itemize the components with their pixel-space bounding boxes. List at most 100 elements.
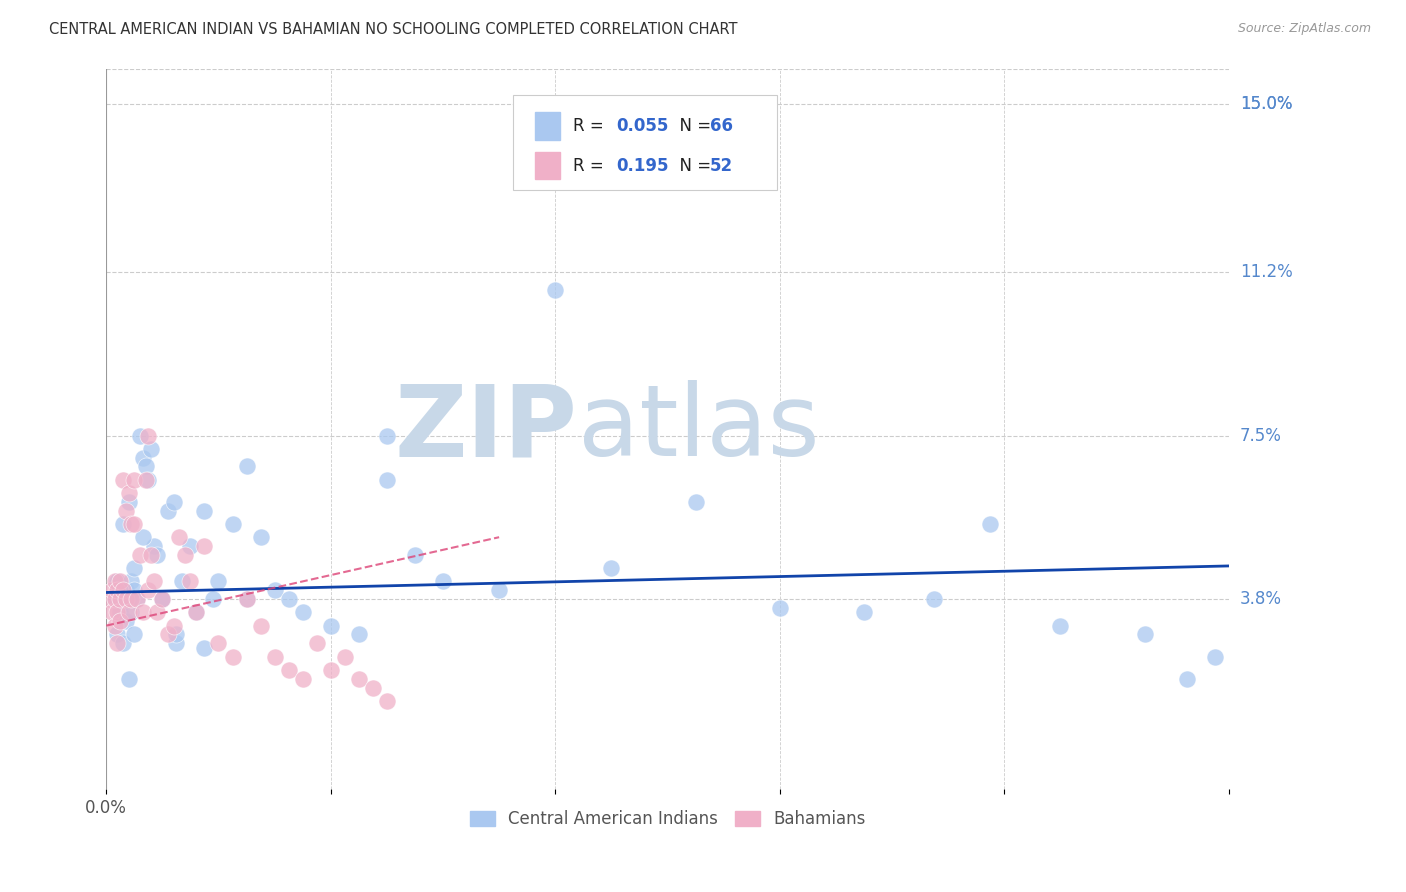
Point (124, 561, 146, 575)
Point (115, 583, 138, 598)
FancyBboxPatch shape (513, 95, 778, 190)
Point (375, 694, 398, 708)
Point (112, 516, 135, 531)
Point (432, 574, 454, 589)
Point (193, 640, 215, 655)
Point (107, 606, 129, 620)
Legend: Central American Indians, Bahamians: Central American Indians, Bahamians (463, 804, 872, 835)
Point (121, 606, 143, 620)
Point (347, 627, 370, 641)
Point (127, 592, 149, 607)
Point (98, 592, 121, 607)
Point (201, 592, 224, 607)
Point (121, 516, 143, 531)
Point (544, 283, 567, 297)
Point (136, 428, 159, 442)
Point (104, 592, 127, 607)
Text: R =: R = (574, 157, 609, 175)
Point (165, 627, 187, 641)
Point (319, 618, 342, 632)
Text: 3.8%: 3.8% (1240, 591, 1282, 608)
Text: CENTRAL AMERICAN INDIAN VS BAHAMIAN NO SCHOOLING COMPLETED CORRELATION CHART: CENTRAL AMERICAN INDIAN VS BAHAMIAN NO S… (49, 22, 738, 37)
Point (184, 606, 207, 620)
Point (404, 548, 426, 562)
Point (132, 530, 155, 544)
Point (922, 592, 945, 607)
Text: 11.2%: 11.2% (1240, 263, 1292, 281)
Text: 66: 66 (710, 117, 733, 135)
FancyBboxPatch shape (536, 112, 560, 139)
Point (121, 574, 143, 589)
Point (1175, 672, 1198, 686)
Point (179, 539, 201, 553)
Point (769, 601, 792, 615)
Point (305, 636, 328, 650)
Point (361, 681, 384, 695)
Text: Source: ZipAtlas.com: Source: ZipAtlas.com (1237, 22, 1371, 36)
Point (277, 592, 299, 607)
Point (221, 649, 243, 664)
Point (124, 627, 146, 641)
Point (110, 606, 132, 620)
Point (104, 574, 127, 589)
Point (104, 618, 127, 632)
Point (235, 592, 257, 607)
Point (375, 473, 398, 487)
Point (139, 548, 162, 562)
Point (110, 583, 132, 598)
Point (600, 561, 623, 575)
Point (291, 606, 314, 620)
Point (112, 473, 135, 487)
Point (127, 592, 149, 607)
Point (132, 450, 155, 465)
Point (235, 592, 257, 607)
Text: 0.055: 0.055 (616, 117, 668, 135)
Point (101, 583, 124, 598)
Point (145, 548, 167, 562)
Point (165, 636, 187, 650)
Point (263, 649, 285, 664)
Text: 7.5%: 7.5% (1240, 426, 1282, 444)
Point (129, 428, 152, 442)
Point (135, 459, 157, 474)
Point (135, 473, 157, 487)
Point (124, 473, 146, 487)
Point (150, 592, 173, 607)
Point (110, 574, 132, 589)
Point (118, 495, 141, 509)
Point (112, 636, 135, 650)
Point (207, 636, 229, 650)
Point (107, 627, 129, 641)
Text: R =: R = (574, 117, 609, 135)
Point (107, 636, 129, 650)
Point (145, 606, 167, 620)
Point (488, 583, 510, 598)
Text: 52: 52 (710, 157, 734, 175)
Point (101, 606, 124, 620)
Point (221, 516, 243, 531)
Point (115, 614, 138, 628)
Point (118, 606, 141, 620)
Point (207, 574, 229, 589)
Point (162, 618, 184, 632)
Point (107, 574, 129, 589)
Point (104, 592, 127, 607)
Point (277, 663, 299, 677)
Point (193, 539, 215, 553)
Point (142, 574, 165, 589)
Point (129, 548, 152, 562)
Point (167, 530, 190, 544)
Point (118, 592, 141, 607)
Point (170, 574, 193, 589)
Point (173, 548, 195, 562)
Point (110, 614, 132, 628)
FancyBboxPatch shape (536, 152, 560, 179)
Point (291, 672, 314, 686)
Point (124, 516, 146, 531)
Point (249, 618, 271, 632)
Point (110, 583, 132, 598)
Text: 15.0%: 15.0% (1240, 95, 1292, 113)
Text: 0.195: 0.195 (616, 157, 668, 175)
Point (249, 530, 271, 544)
Point (685, 495, 707, 509)
